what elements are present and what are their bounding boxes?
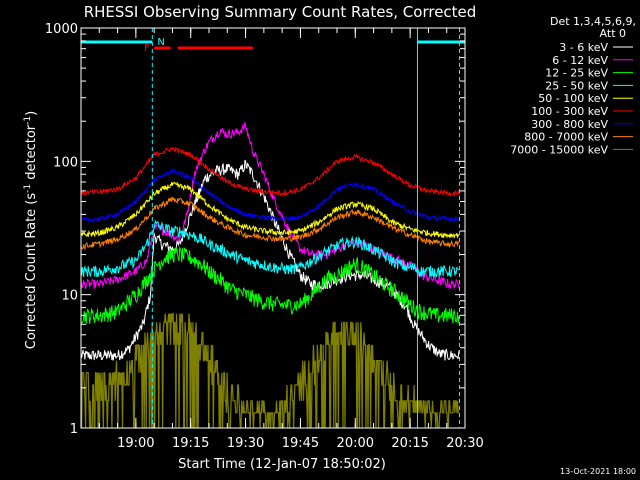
- night-flag-label: N: [157, 37, 164, 48]
- x-tick-label: 19:30: [227, 436, 264, 451]
- flag-group: NF: [81, 28, 465, 428]
- y-tick-label: 10: [61, 289, 78, 304]
- chart-title: RHESSI Observing Summary Count Rates, Co…: [84, 3, 477, 21]
- axis-group: 1 10 100 1000 19:00 19:15 19:30 19:45 20:00 20:15…: [45, 22, 484, 451]
- flare-flag-label: F: [144, 43, 150, 54]
- legend-header-line1: Det 1,3,4,5,6,9,: [550, 15, 636, 28]
- series-line-5: [81, 181, 460, 239]
- x-tick-label: 19:00: [117, 436, 154, 451]
- y-axis-label-part3: ): [24, 111, 39, 116]
- legend-entry-label: 25 - 50 keV: [545, 79, 608, 92]
- series-group: [81, 121, 460, 428]
- series-line-9: [81, 313, 459, 428]
- legend-entry-label: 100 - 300 keV: [531, 105, 608, 118]
- legend-entry-label: 6 - 12 keV: [552, 54, 608, 67]
- legend-header-line2: Att 0: [600, 27, 626, 40]
- x-tick-label: 19:15: [172, 436, 209, 451]
- y-axis-label-sup1: -1: [23, 184, 33, 193]
- y-tick-label: 1000: [45, 22, 78, 37]
- series-line-3: [81, 245, 460, 324]
- legend-entry-label: 300 - 800 keV: [531, 118, 608, 131]
- legend-entry-label: 3 - 6 keV: [559, 41, 608, 54]
- x-axis-label: Start Time (12-Jan-07 18:50:02): [178, 457, 386, 472]
- x-tick-label: 19:45: [282, 436, 319, 451]
- x-tick-label: 20:15: [391, 436, 428, 451]
- y-tick-label: 100: [53, 155, 78, 170]
- y-axis-label-part2: detector: [24, 124, 39, 184]
- y-tick-label: 1: [70, 422, 78, 437]
- plot-frame: [80, 27, 466, 429]
- footer-date: 13-Oct-2021 18:00: [560, 467, 636, 476]
- legend-entry-label: 800 - 7000 keV: [524, 131, 608, 144]
- x-tick-label: 20:00: [337, 436, 374, 451]
- legend-entry-label: 50 - 100 keV: [538, 92, 608, 105]
- y-axis-label-part1: Corrected Count Rate (s: [24, 193, 39, 350]
- legend-entry-label: 7000 - 15000 keV: [510, 143, 608, 156]
- x-tick-label: 20:30: [446, 436, 483, 451]
- series-line-7: [81, 167, 460, 224]
- series-line-4: [81, 220, 460, 279]
- y-axis-label-sup2: -1: [23, 116, 33, 125]
- y-axis-label: Corrected Count Rate (s-1 detector-1): [23, 111, 39, 349]
- series-line-8: [81, 196, 460, 251]
- legend-entry-label: 12 - 25 keV: [545, 67, 608, 80]
- series-line-6: [81, 146, 460, 197]
